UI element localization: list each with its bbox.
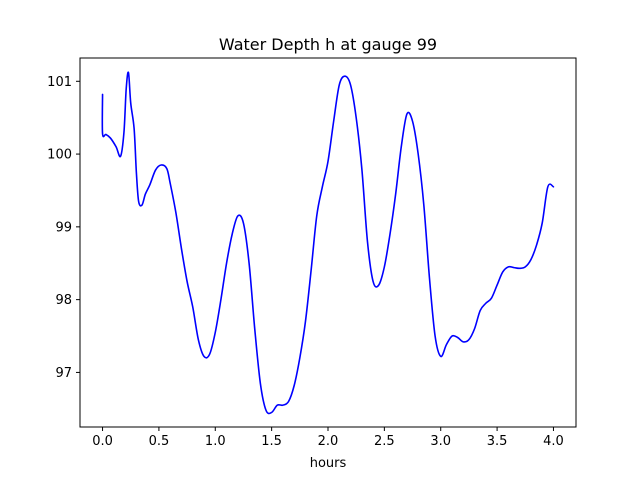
x-tick-label: 1.0 (205, 434, 226, 449)
x-tick-label: 3.0 (430, 434, 451, 449)
x-tick-label: 2.0 (318, 434, 339, 449)
y-tick-label: 101 (47, 75, 72, 90)
y-tick-label: 100 (47, 148, 72, 163)
plot-area (80, 58, 576, 427)
x-tick-label: 1.5 (261, 434, 282, 449)
chart-title: Water Depth h at gauge 99 (219, 35, 437, 54)
x-tick-label: 2.5 (374, 434, 395, 449)
x-tick-label: 0.0 (92, 434, 113, 449)
x-axis: 0.0 0.5 1.0 1.5 2.0 2.5 3.0 3.5 4.0 (92, 427, 564, 449)
series-layer (101, 71, 555, 415)
x-tick-label: 3.5 (487, 434, 508, 449)
y-tick-label: 98 (55, 293, 72, 308)
series-line-0 (101, 71, 555, 415)
y-tick-label: 97 (55, 366, 72, 381)
y-axis: 97 98 99 100 101 (47, 75, 80, 381)
x-tick-label: 4.0 (543, 434, 564, 449)
y-tick-label: 99 (55, 220, 72, 235)
x-tick-label: 0.5 (149, 434, 170, 449)
x-axis-label: hours (310, 456, 347, 471)
